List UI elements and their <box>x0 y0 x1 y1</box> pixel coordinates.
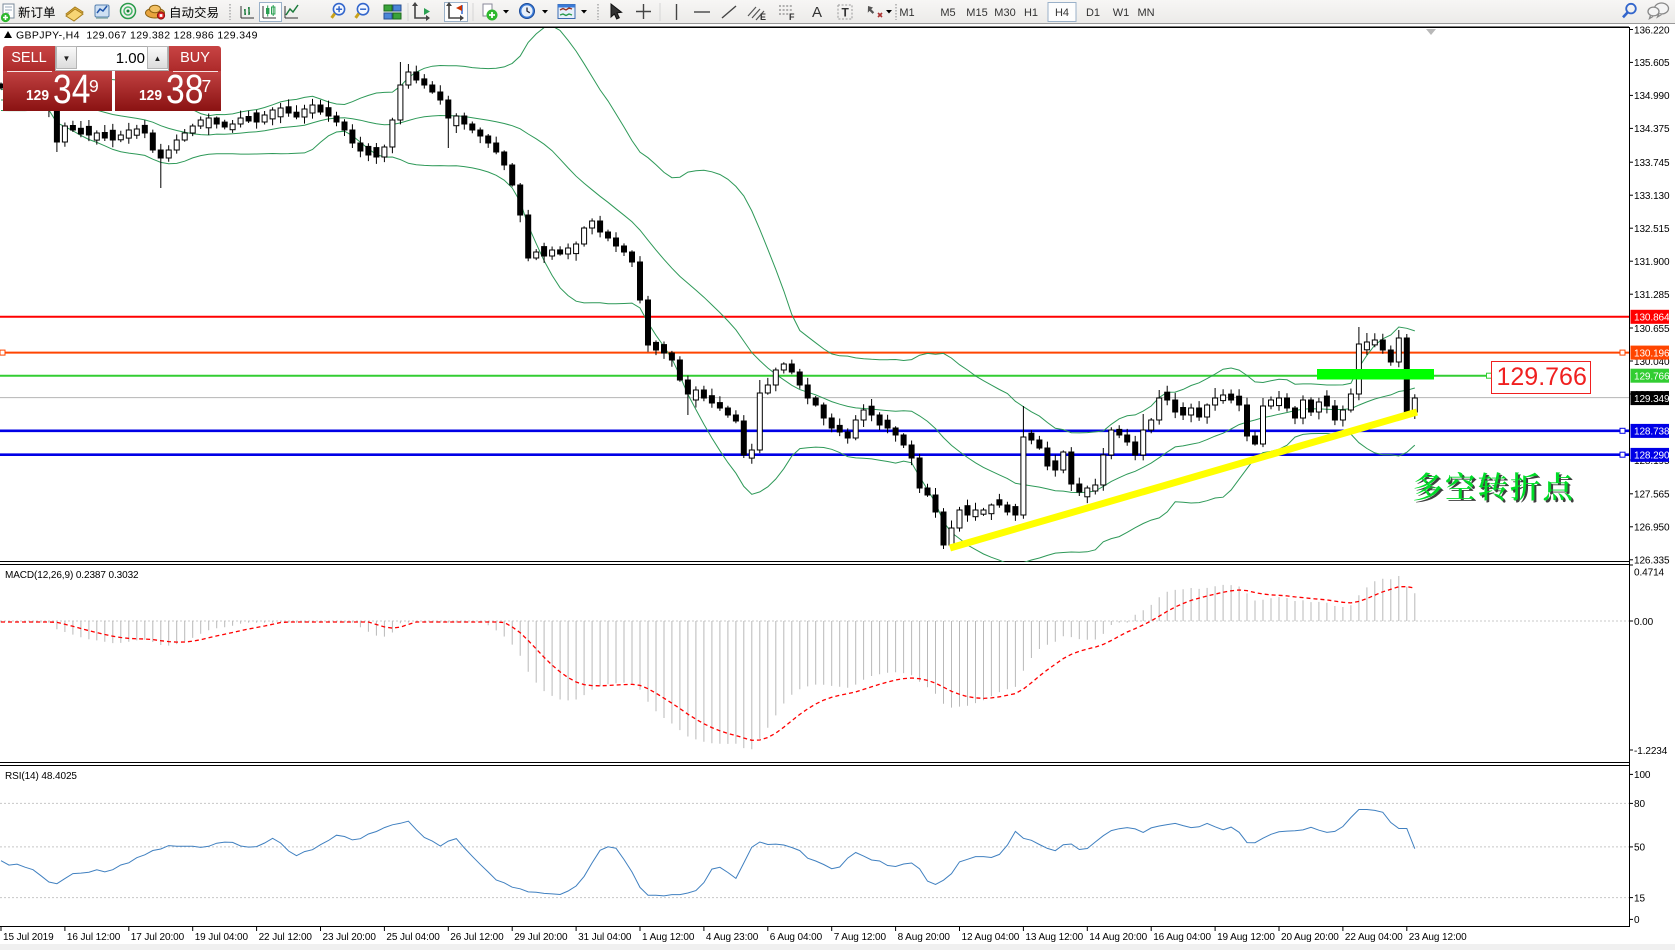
svg-text:13 Aug 12:00: 13 Aug 12:00 <box>1025 932 1083 943</box>
svg-text:RSI(14) 48.4025: RSI(14) 48.4025 <box>5 771 77 782</box>
svg-text:D1: D1 <box>1086 7 1100 19</box>
svg-text:A: A <box>812 4 822 21</box>
svg-text:16 Aug 04:00: 16 Aug 04:00 <box>1153 932 1211 943</box>
svg-text:17 Jul 20:00: 17 Jul 20:00 <box>131 932 185 943</box>
svg-text:H4: H4 <box>1055 7 1069 19</box>
svg-text:15: 15 <box>1634 893 1645 904</box>
svg-text:22 Jul 12:00: 22 Jul 12:00 <box>259 932 313 943</box>
svg-text:134.375: 134.375 <box>1634 124 1670 135</box>
svg-text:22 Aug 04:00: 22 Aug 04:00 <box>1345 932 1403 943</box>
svg-text:19 Aug 12:00: 19 Aug 12:00 <box>1217 932 1275 943</box>
svg-text:132.515: 132.515 <box>1634 224 1670 235</box>
svg-text:M15: M15 <box>966 7 987 19</box>
svg-text:0.00: 0.00 <box>1634 617 1654 628</box>
svg-text:1 Aug 12:00: 1 Aug 12:00 <box>642 932 695 943</box>
svg-text:H1: H1 <box>1024 7 1038 19</box>
svg-text:0.4714: 0.4714 <box>1634 567 1665 578</box>
svg-text:80: 80 <box>1634 799 1645 810</box>
svg-text:4 Aug 23:00: 4 Aug 23:00 <box>706 932 759 943</box>
svg-text:31 Jul 04:00: 31 Jul 04:00 <box>578 932 632 943</box>
svg-text:135.605: 135.605 <box>1634 58 1670 69</box>
svg-text:23 Jul 20:00: 23 Jul 20:00 <box>323 932 377 943</box>
svg-text:126.335: 126.335 <box>1634 556 1670 567</box>
svg-text:6 Aug 04:00: 6 Aug 04:00 <box>770 932 823 943</box>
svg-text:127.565: 127.565 <box>1634 490 1670 501</box>
svg-text:100: 100 <box>1634 770 1651 781</box>
svg-text:133.745: 133.745 <box>1634 158 1670 169</box>
svg-text:0: 0 <box>1634 915 1640 926</box>
svg-text:E: E <box>760 12 766 22</box>
svg-text:128.738: 128.738 <box>1634 427 1670 438</box>
svg-text:29 Jul 20:00: 29 Jul 20:00 <box>514 932 568 943</box>
svg-text:128.290: 128.290 <box>1634 451 1670 462</box>
svg-text:W1: W1 <box>1113 7 1130 19</box>
svg-text:50: 50 <box>1634 843 1645 854</box>
svg-text:130.655: 130.655 <box>1634 324 1670 335</box>
svg-text:15 Jul 2019: 15 Jul 2019 <box>3 932 54 943</box>
svg-text:134.990: 134.990 <box>1634 91 1670 102</box>
svg-text:130.040: 130.040 <box>1634 357 1670 368</box>
svg-text:M1: M1 <box>899 7 914 19</box>
svg-text:M30: M30 <box>994 7 1015 19</box>
svg-text:23 Aug 12:00: 23 Aug 12:00 <box>1409 932 1467 943</box>
svg-text:F: F <box>789 12 795 22</box>
svg-text:M5: M5 <box>940 7 955 19</box>
svg-text:130.196: 130.196 <box>1634 348 1670 359</box>
svg-text:14 Aug 20:00: 14 Aug 20:00 <box>1089 932 1147 943</box>
svg-text:129.349: 129.349 <box>1634 394 1670 405</box>
svg-text:MN: MN <box>1137 7 1154 19</box>
svg-text:-1.2234: -1.2234 <box>1634 746 1668 757</box>
svg-text:20 Aug 20:00: 20 Aug 20:00 <box>1281 932 1339 943</box>
svg-text:136.220: 136.220 <box>1634 25 1670 36</box>
svg-text:GBPJPY-,H4 129.067 129.382 12: GBPJPY-,H4 129.067 129.382 128.986 129.3… <box>16 30 258 42</box>
svg-text:25 Jul 04:00: 25 Jul 04:00 <box>386 932 440 943</box>
svg-text:131.900: 131.900 <box>1634 257 1670 268</box>
svg-text:133.130: 133.130 <box>1634 191 1670 202</box>
svg-text:130.864: 130.864 <box>1634 313 1670 324</box>
svg-text:T: T <box>842 6 850 20</box>
svg-text:126.950: 126.950 <box>1634 523 1670 534</box>
svg-text:16 Jul 12:00: 16 Jul 12:00 <box>67 932 121 943</box>
svg-text:12 Aug 04:00: 12 Aug 04:00 <box>962 932 1020 943</box>
svg-text:129.766: 129.766 <box>1497 363 1587 391</box>
svg-text:8 Aug 20:00: 8 Aug 20:00 <box>898 932 951 943</box>
svg-text:7 Aug 12:00: 7 Aug 12:00 <box>834 932 887 943</box>
svg-text:129.766: 129.766 <box>1634 372 1670 383</box>
svg-text:131.285: 131.285 <box>1634 290 1670 301</box>
svg-text:26 Jul 12:00: 26 Jul 12:00 <box>450 932 504 943</box>
svg-text:MACD(12,26,9) 0.2387 0.3032: MACD(12,26,9) 0.2387 0.3032 <box>5 570 139 581</box>
svg-text:19 Jul 04:00: 19 Jul 04:00 <box>195 932 249 943</box>
